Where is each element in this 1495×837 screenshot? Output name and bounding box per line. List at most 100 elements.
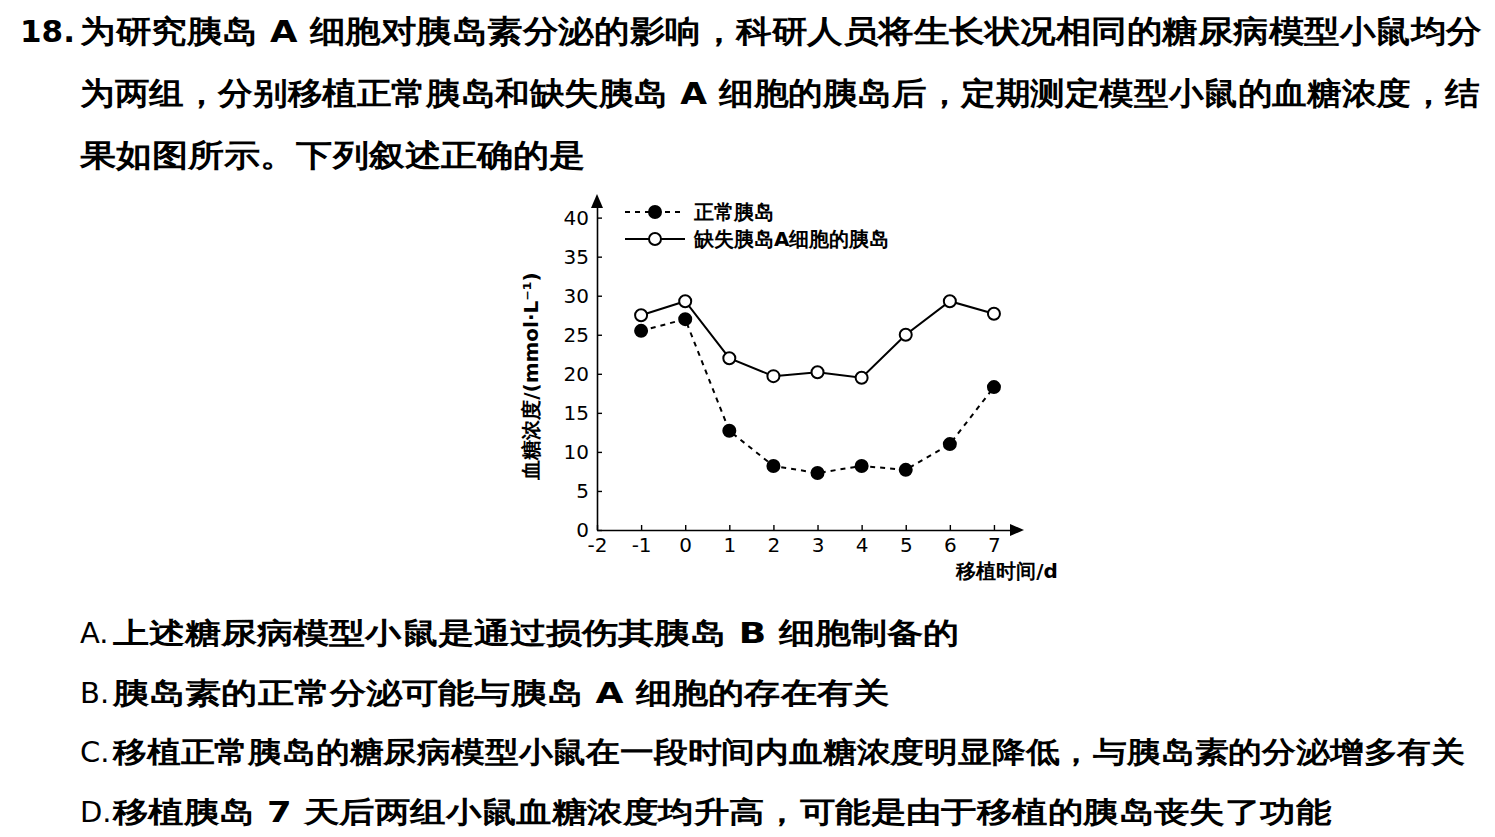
y-axis-title: 血糖浓度/(mmol·L⁻¹) [519, 272, 543, 481]
x-tick: 6 [944, 525, 957, 557]
y-tick-label: 15 [564, 401, 589, 425]
y-tick-label: 0 [576, 518, 589, 542]
y-tick-label: 20 [564, 362, 589, 386]
series-marker [900, 329, 912, 341]
series-marker [767, 370, 779, 382]
x-axis-arrow [1010, 524, 1024, 536]
y-tick-mark [597, 335, 602, 336]
y-tick-mark [597, 491, 602, 492]
question-line: 为研究胰岛 A 细胞对胰岛素分泌的影响，科研人员将生长状况相同的糖尿病模型小鼠均… [80, 13, 1482, 49]
x-tick-label: 0 [679, 533, 692, 557]
series-marker [723, 425, 735, 437]
x-axis-line [598, 530, 1017, 532]
x-tick-mark [641, 525, 642, 530]
x-tick: 0 [679, 525, 692, 557]
y-tick-mark [597, 413, 602, 414]
legend-label: 正常胰岛 [693, 200, 774, 224]
legend-marker [649, 233, 661, 245]
y-tick: 5 [576, 479, 602, 503]
y-tick: 20 [564, 362, 602, 386]
y-tick: 10 [564, 440, 602, 464]
x-tick-mark [994, 525, 995, 530]
series-marker [944, 295, 956, 307]
x-tick-label: -2 [588, 533, 608, 557]
x-tick-label: 3 [812, 533, 825, 557]
plot-area [635, 295, 1000, 479]
question-line: 果如图所示。下列叙述正确的是 [79, 137, 585, 173]
x-tick-label: -1 [632, 533, 652, 557]
y-tick-mark [597, 217, 602, 218]
x-tick-mark [861, 525, 862, 530]
series-marker [856, 460, 868, 472]
option-text: 上述糖尿病模型小鼠是通过损伤其胰岛 B 细胞制备的 [112, 616, 959, 650]
x-axis-title: 移植时间/d [955, 559, 1058, 583]
x-tick-label: 4 [856, 533, 869, 557]
y-tick: 35 [564, 245, 602, 269]
y-axis-arrow [591, 194, 603, 208]
series-marker [635, 325, 647, 337]
option-letter: B. [80, 676, 109, 710]
series-marker [988, 308, 1000, 320]
y-tick-label: 35 [564, 245, 589, 269]
series-marker [856, 372, 868, 384]
x-tick-mark [729, 525, 730, 530]
x-tick: -2 [588, 525, 608, 557]
option-text: 移植正常胰岛的糖尿病模型小鼠在一段时间内血糖浓度明显降低，与胰岛素的分泌增多有关 [112, 735, 1465, 769]
x-tick-label: 1 [723, 533, 736, 557]
series-marker [635, 309, 647, 321]
legend: 正常胰岛缺失胰岛A细胞的胰岛 [625, 200, 889, 251]
option-letter: A. [80, 616, 109, 650]
x-tick-mark [817, 525, 818, 530]
x-tick-label: 6 [944, 533, 957, 557]
y-tick-mark [597, 452, 602, 453]
y-axis-line [597, 203, 599, 531]
x-tick-label: 2 [768, 533, 781, 557]
y-tick-label: 30 [564, 284, 589, 308]
legend-label: 缺失胰岛A细胞的胰岛 [693, 227, 889, 251]
y-tick: 25 [564, 323, 602, 347]
x-tick: 2 [768, 525, 781, 557]
x-tick-mark [773, 525, 774, 530]
page: 18.为研究胰岛 A 细胞对胰岛素分泌的影响，科研人员将生长状况相同的糖尿病模型… [0, 0, 1495, 837]
y-tick-mark [597, 256, 602, 257]
y-axis: 0 5 10 15 20 25 30 35 40 [564, 203, 602, 542]
y-tick: 30 [564, 284, 602, 308]
y-tick-label: 10 [564, 440, 589, 464]
y-tick-label: 25 [564, 323, 589, 347]
option-letter: C. [80, 735, 109, 769]
x-tick-mark [685, 525, 686, 530]
x-tick: 4 [856, 525, 869, 557]
option-text: 移植胰岛 7 天后两组小鼠血糖浓度均升高，可能是由于移植的胰岛丧失了功能 [112, 795, 1331, 829]
question-line: 为两组，分别移植正常胰岛和缺失胰岛 A 细胞的胰岛后，定期测定模型小鼠的血糖浓度… [80, 75, 1480, 111]
series-marker [679, 295, 691, 307]
y-tick-mark [597, 374, 602, 375]
x-tick: 5 [900, 525, 913, 557]
series-line [641, 319, 994, 473]
series-marker [679, 313, 691, 325]
x-tick: -1 [632, 525, 652, 557]
y-tick-label: 5 [576, 479, 589, 503]
x-tick: 1 [723, 525, 736, 557]
series-marker [988, 381, 1000, 393]
x-tick: 7 [988, 525, 1001, 557]
question-number: 18. [20, 13, 75, 49]
x-axis: -2 -1 0 1 2 3 4 5 6 7 [588, 525, 1017, 557]
option-text: 胰岛素的正常分泌可能与胰岛 A 细胞的存在有关 [112, 676, 889, 710]
option-letter: D. [80, 795, 112, 829]
series-marker [812, 467, 824, 479]
y-tick: 40 [564, 206, 602, 230]
x-tick-label: 7 [988, 533, 1001, 557]
y-tick: 15 [564, 401, 602, 425]
series-marker [900, 464, 912, 476]
series-marker [944, 438, 956, 450]
x-tick: 3 [812, 525, 825, 557]
y-tick: 0 [576, 518, 602, 542]
series-marker [767, 460, 779, 472]
legend-marker [649, 206, 661, 218]
legend-item: 正常胰岛 [625, 200, 774, 224]
y-tick-mark [597, 296, 602, 297]
x-tick-mark [950, 525, 951, 530]
series-line [641, 301, 994, 378]
x-tick-mark [906, 525, 907, 530]
chart: -2 -1 0 1 2 3 4 5 6 7 0 5 10 15 20 25 30 35 40 移植时间/d 血糖浓度/(… [519, 194, 1058, 583]
